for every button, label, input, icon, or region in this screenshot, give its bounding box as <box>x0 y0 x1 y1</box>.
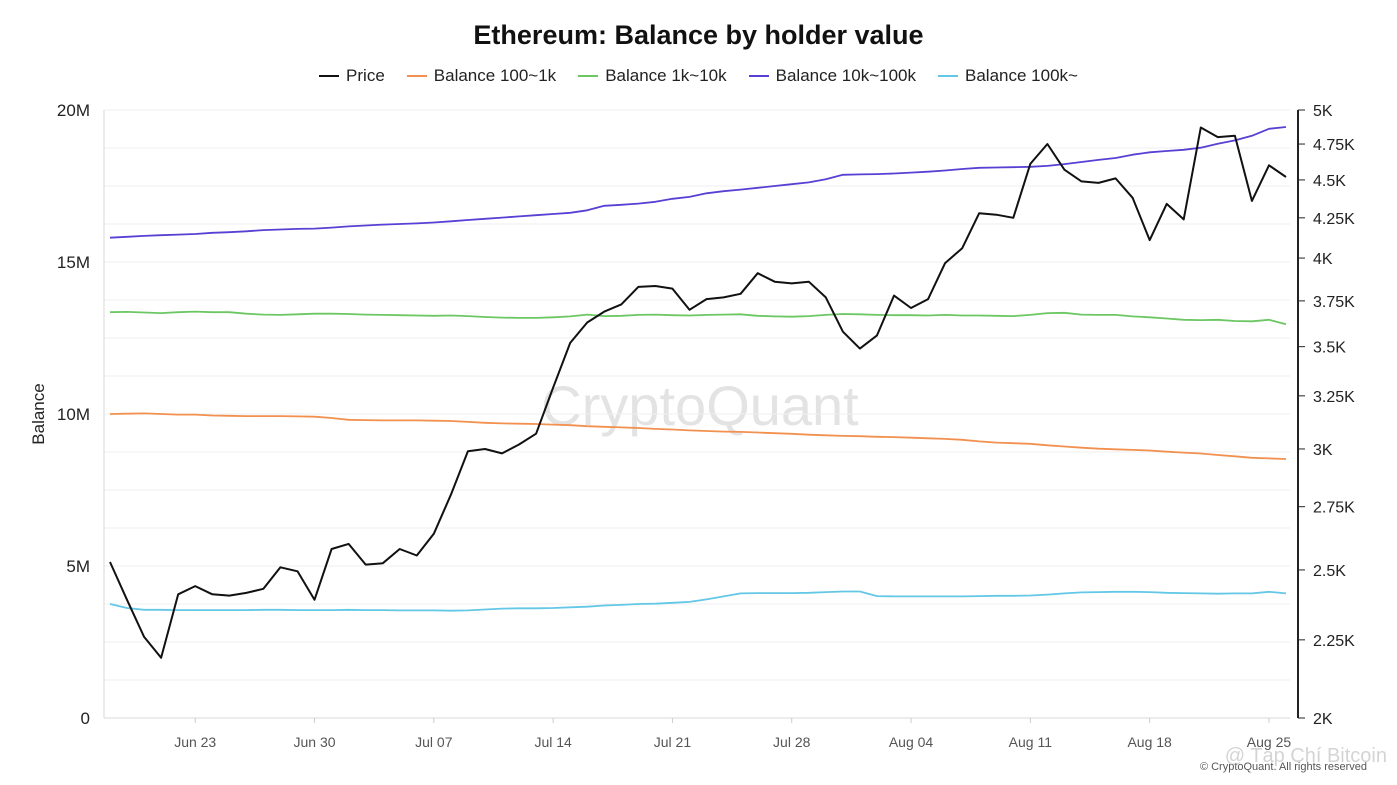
series-line-balance-100-1k <box>109 412 1287 460</box>
y-left-tick-label: 0 <box>81 709 90 728</box>
legend-swatch <box>406 75 427 77</box>
legend-label: Balance 100~1k <box>433 66 557 85</box>
x-tick-label: Aug 11 <box>1009 734 1053 750</box>
y-right-tick-label: 2.25K <box>1313 633 1355 650</box>
series-line-balance-10k-100k <box>109 126 1287 239</box>
x-tick-label: Jul 07 <box>415 734 453 750</box>
x-tick-label: Jun 23 <box>174 734 216 750</box>
grid <box>104 109 1290 719</box>
series-line-balance-100k <box>109 590 1287 612</box>
x-tick-label: Aug 18 <box>1127 734 1172 750</box>
y-right-tick-label: 3.5K <box>1313 340 1346 357</box>
y-right-tick-label: 4K <box>1313 251 1333 268</box>
source-tag: @ Tạp Chí Bitcoin <box>1225 745 1387 767</box>
legend-label: Balance 1k~10k <box>605 66 727 85</box>
legend-label: Price <box>346 66 385 85</box>
legend-item[interactable]: Balance 100~1k <box>406 66 557 86</box>
x-tick-label: Aug 04 <box>889 734 934 750</box>
legend-item[interactable]: Price <box>319 66 385 86</box>
copyright-text: © CryptoQuant. All rights reserved <box>1200 761 1367 773</box>
x-tick-label: Aug 25 <box>1247 734 1292 750</box>
y-right-tick-label: 4.5K <box>1313 173 1346 190</box>
legend-item[interactable]: Balance 10k~100k <box>748 66 916 86</box>
legend-swatch <box>578 75 599 77</box>
chart-title: Ethereum: Balance by holder value <box>473 20 924 50</box>
legend-swatch <box>319 75 340 77</box>
y-right-tick-label: 4.75K <box>1313 137 1355 154</box>
legend-item[interactable]: Balance 1k~10k <box>578 66 727 86</box>
y-left-tick-label: 5M <box>66 557 90 576</box>
x-tick-label: Jul 21 <box>654 734 692 750</box>
y-right-tick-label: 3K <box>1313 442 1333 459</box>
y-right-tick-label: 4.25K <box>1313 211 1355 228</box>
watermark: CryptoQuant <box>541 374 859 437</box>
series-line-balance-1k-10k <box>109 310 1287 326</box>
legend-swatch <box>938 75 958 77</box>
y-left-tick-label: 10M <box>57 405 90 424</box>
y-right-tick-label: 2.75K <box>1313 500 1355 517</box>
legend-swatch <box>748 75 769 77</box>
x-tick-label: Jun 30 <box>293 734 335 750</box>
legend-label: Balance 100k~ <box>965 66 1078 85</box>
series-line-price <box>109 126 1287 659</box>
y-right-tick-label: 5K <box>1313 103 1333 120</box>
y-right-tick-label: 2K <box>1313 711 1333 728</box>
y-axis-label: Balance <box>29 383 48 444</box>
legend-item[interactable]: Balance 100k~ <box>938 66 1078 86</box>
x-tick-label: Jul 28 <box>773 734 811 750</box>
series-layer <box>109 126 1287 659</box>
x-tick-label: Jul 14 <box>534 734 572 750</box>
y-right-tick-label: 3.25K <box>1313 389 1355 406</box>
axes: 0 5M 10M 15M 20M 2K 2.25K 2.5K 2.75K 3K 3.25K 3.5K 3… <box>57 101 1355 750</box>
legend-label: Balance 10k~100k <box>775 66 916 85</box>
y-left-tick-label: 20M <box>57 101 90 120</box>
y-right-tick-label: 3.75K <box>1313 294 1355 311</box>
y-left-tick-label: 15M <box>57 253 90 272</box>
legend: Price Balance 100~1k Balance 1k~10k Balance… <box>0 66 1397 86</box>
y-right-tick-label: 2.5K <box>1313 563 1346 580</box>
